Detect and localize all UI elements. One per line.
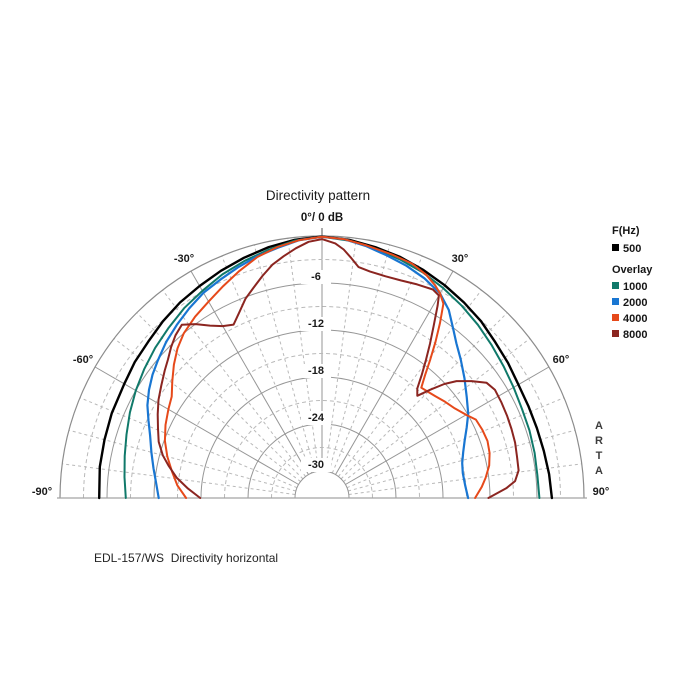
- legend-swatch-1000: [612, 282, 619, 289]
- legend-label-8000: 8000: [623, 329, 648, 341]
- caption: EDL-157/WS Directivity horizontal: [94, 551, 279, 565]
- angle-label-plus-60: 60°: [552, 354, 570, 366]
- db-arc-solid: [294, 470, 350, 499]
- db-arc-dashed: [177, 353, 467, 499]
- curve-8000: [156, 238, 520, 499]
- db-arc-dashed: [130, 306, 514, 499]
- legend-swatch-4000: [612, 314, 619, 321]
- radial-gridline-solid: [190, 270, 309, 475]
- legend-swatch-500: [612, 244, 619, 251]
- angle-label-plus-90: 90°: [592, 486, 610, 498]
- db-arc-dashed: [271, 447, 373, 499]
- legend-item-4000: 4000: [612, 313, 652, 325]
- legend-frequency-header: F(Hz): [612, 225, 640, 237]
- legend-item-2000: 2000: [612, 297, 652, 309]
- frequency-curves: [98, 235, 554, 500]
- radial-gridline-dashed: [340, 312, 508, 480]
- curve-1000: [123, 235, 541, 499]
- apex-zero-db-label: 0°/ 0 dB: [300, 212, 344, 224]
- legend-label-1000: 1000: [623, 281, 648, 293]
- legend-overlay-header: Overlay: [612, 264, 653, 276]
- legend-item-500: 500: [612, 243, 652, 255]
- legend-label-4000: 4000: [623, 313, 648, 325]
- legend: F(Hz) 500 Overlay 1000 2000 4000 8000: [612, 225, 652, 345]
- angle-label-minus-30: -30°: [173, 253, 195, 265]
- plot-title: Directivity pattern: [265, 188, 371, 203]
- legend-label-500: 500: [623, 243, 642, 255]
- angle-label-plus-30: 30°: [451, 253, 469, 265]
- db-label-minus-6: -6: [301, 270, 331, 284]
- curve-4000: [163, 235, 491, 499]
- legend-swatch-8000: [612, 330, 619, 337]
- db-label-minus-24: -24: [301, 411, 331, 425]
- db-label-minus-30: -30: [301, 458, 331, 472]
- db-arc-dashed: [83, 259, 561, 499]
- arta-watermark: ARTA: [593, 420, 605, 480]
- legend-item-8000: 8000: [612, 329, 652, 341]
- radial-gridline-dashed: [328, 244, 391, 473]
- db-label-minus-18: -18: [301, 364, 331, 378]
- legend-label-2000: 2000: [623, 297, 648, 309]
- radial-gridline-solid: [94, 366, 299, 485]
- db-arc-dashed: [224, 400, 420, 499]
- legend-item-1000: 1000: [612, 281, 652, 293]
- db-label-minus-12: -12: [301, 317, 331, 331]
- angle-label-minus-60: -60°: [72, 354, 94, 366]
- legend-swatch-2000: [612, 298, 619, 305]
- angle-label-minus-90: -90°: [31, 486, 53, 498]
